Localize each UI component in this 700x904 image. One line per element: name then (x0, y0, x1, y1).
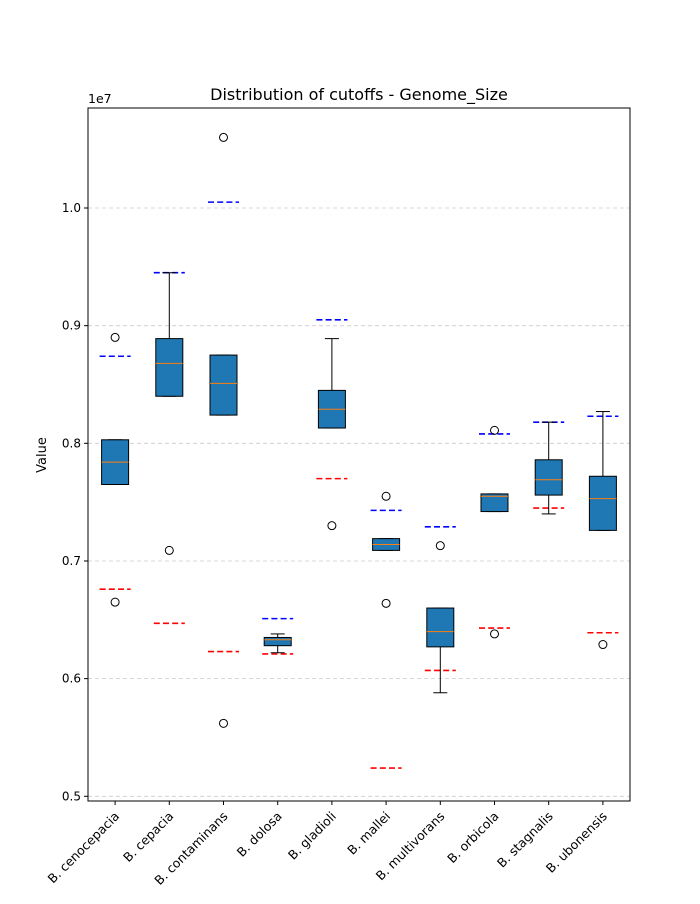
outlier-point (327, 521, 337, 531)
outlier-point (381, 598, 391, 608)
y-tick-label: 0.5 (62, 789, 81, 803)
grid-layer (88, 207, 630, 797)
outlier-point (598, 640, 608, 650)
outlier-point (381, 491, 391, 501)
box-iqr (263, 636, 292, 647)
outlier-point (110, 332, 120, 342)
box-layer (101, 132, 617, 728)
outlier-point (164, 545, 174, 555)
outlier-point (490, 425, 499, 435)
box-iqr (534, 459, 563, 496)
cutoff-layer (99, 201, 619, 769)
box-iqr (209, 354, 238, 416)
outlier-point (110, 597, 120, 607)
outlier-point (435, 541, 445, 551)
y-axis-label: Value (35, 437, 50, 473)
y-tick-label: 0.7 (62, 554, 81, 568)
y-tick-label: 0.9 (62, 319, 81, 333)
outlier-point (219, 132, 228, 142)
box-iqr (426, 607, 455, 648)
y-tick-label: 0.8 (62, 436, 81, 450)
y-tick-label: 1.0 (62, 201, 81, 215)
y-offset-label: 1e7 (88, 91, 112, 106)
chart-title: Distribution of cutoffs - Genome_Size (210, 85, 508, 105)
box-iqr (480, 493, 509, 513)
y-tick-label: 0.6 (62, 672, 81, 686)
outlier-point (219, 718, 228, 728)
box-iqr (155, 338, 184, 397)
plot-frame (87, 107, 631, 802)
outlier-point (490, 629, 499, 639)
box-iqr (588, 475, 617, 531)
